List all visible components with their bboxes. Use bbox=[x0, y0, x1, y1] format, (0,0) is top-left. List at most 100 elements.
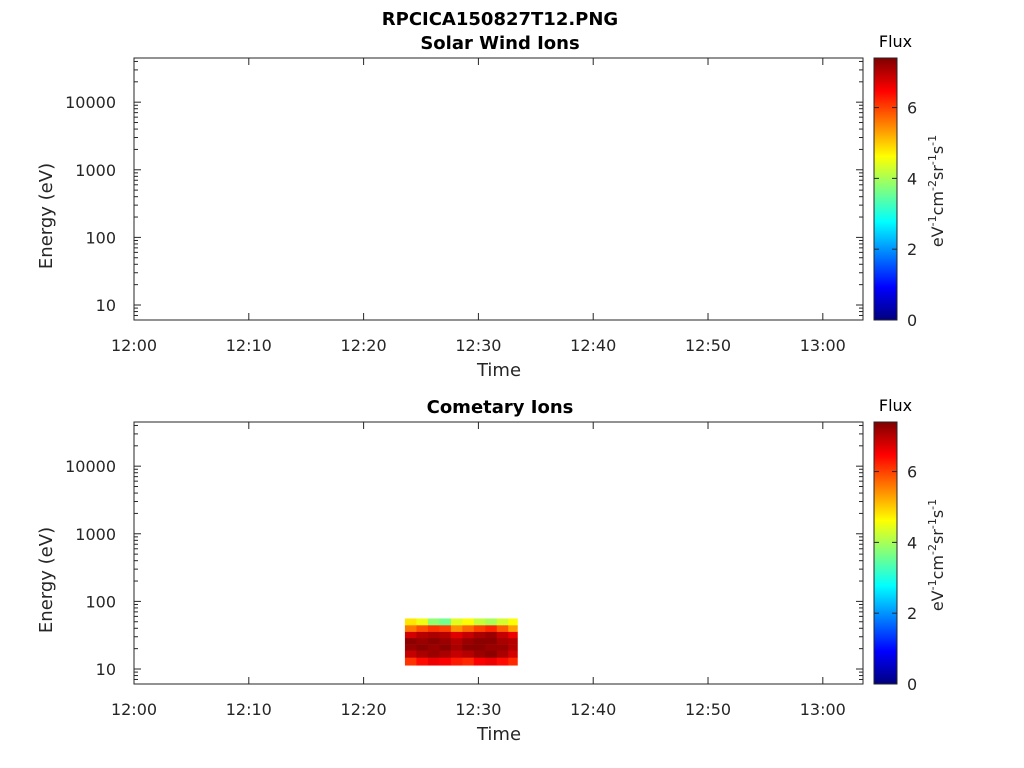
colorbar-tick-label: 2 bbox=[907, 604, 917, 623]
heatmap-cell bbox=[508, 637, 518, 645]
unit-sr-exp: -1 bbox=[926, 518, 939, 529]
colorbar-tick-label: 6 bbox=[907, 99, 917, 118]
x-tick-label: 12:50 bbox=[685, 700, 731, 719]
x-tick-label: 13:00 bbox=[800, 700, 846, 719]
colorbar-title: Flux bbox=[879, 396, 912, 415]
x-tick-label: 12:20 bbox=[341, 700, 387, 719]
heatmap-cell bbox=[485, 637, 498, 645]
heatmap-cell bbox=[439, 625, 452, 632]
heatmap-cell bbox=[473, 644, 486, 651]
x-tick-label: 12:00 bbox=[111, 336, 157, 355]
heatmap-cell bbox=[416, 650, 429, 658]
heatmap-cell bbox=[462, 650, 475, 658]
heatmap-cell bbox=[485, 631, 498, 639]
x-tick-label: 12:00 bbox=[111, 700, 157, 719]
heatmap-cell bbox=[439, 650, 452, 658]
colorbar-unit-label: eV-1cm-2sr-1s-1 bbox=[926, 135, 947, 247]
y-tick-label: 10000 bbox=[65, 457, 116, 476]
x-tick-label: 12:40 bbox=[570, 700, 616, 719]
unit-sr: sr bbox=[928, 165, 947, 180]
x-axis: 12:00 12:10 12:20 12:30 12:40 12:50 13:00 bbox=[111, 422, 846, 719]
unit-ev-exp: -1 bbox=[926, 215, 939, 226]
heatmap-cell bbox=[439, 657, 452, 666]
y-tick-label: 100 bbox=[85, 592, 116, 611]
heatmap-cell bbox=[496, 625, 509, 632]
spectrogram-cells bbox=[404, 618, 518, 666]
x-tick-label: 12:50 bbox=[685, 336, 731, 355]
colorbar-ticks: 0 2 4 6 bbox=[874, 463, 917, 694]
heatmap-cell bbox=[508, 650, 518, 658]
heatmap-cell bbox=[508, 631, 518, 639]
heatmap-cell bbox=[462, 644, 475, 651]
x-tick-label: 12:10 bbox=[226, 700, 272, 719]
heatmap-cell bbox=[404, 644, 417, 651]
heatmap-cell bbox=[473, 657, 486, 666]
heatmap-cell bbox=[404, 631, 417, 639]
heatmap-cell bbox=[427, 650, 440, 658]
heatmap-cell bbox=[462, 618, 475, 626]
heatmap-cell bbox=[473, 625, 486, 632]
unit-s: s bbox=[928, 510, 947, 518]
plot-frame bbox=[133, 421, 864, 685]
heatmap-cell bbox=[462, 637, 475, 645]
unit-cm: cm bbox=[928, 191, 947, 215]
heatmap-cell bbox=[416, 644, 429, 651]
x-axis-label: Time bbox=[476, 724, 521, 745]
heatmap-cell bbox=[439, 618, 452, 626]
heatmap-cell bbox=[496, 637, 509, 645]
heatmap-cell bbox=[473, 631, 486, 639]
heatmap-cell bbox=[485, 650, 498, 658]
heatmap-cell bbox=[439, 644, 452, 651]
heatmap-cell bbox=[450, 644, 463, 651]
heatmap-cell bbox=[485, 644, 498, 651]
unit-ev: eV bbox=[928, 590, 947, 611]
heatmap-cell bbox=[450, 650, 463, 658]
panel-title: Cometary Ions bbox=[427, 397, 574, 418]
colorbar-gradient bbox=[874, 58, 897, 320]
x-tick-label: 12:20 bbox=[341, 336, 387, 355]
unit-sr: sr bbox=[928, 529, 947, 544]
heatmap-cell bbox=[473, 618, 486, 626]
x-tick-label: 13:00 bbox=[800, 336, 846, 355]
heatmap-cell bbox=[427, 637, 440, 645]
heatmap-cell bbox=[473, 637, 486, 645]
unit-s-exp: -1 bbox=[926, 135, 939, 146]
heatmap-cell bbox=[416, 637, 429, 645]
heatmap-cell bbox=[404, 657, 417, 666]
heatmap-cell bbox=[416, 618, 429, 626]
x-tick-label: 12:40 bbox=[570, 336, 616, 355]
unit-sr-exp: -1 bbox=[926, 154, 939, 165]
unit-s-exp: -1 bbox=[926, 499, 939, 510]
y-tick-label: 10 bbox=[96, 296, 116, 315]
colorbar-frame bbox=[873, 421, 898, 685]
heatmap-cell bbox=[508, 644, 518, 651]
colorbar-ticks: 0 2 4 6 bbox=[874, 99, 917, 330]
heatmap-cell bbox=[450, 637, 463, 645]
heatmap-cell bbox=[462, 625, 475, 632]
colorbar-tick-label: 6 bbox=[907, 463, 917, 482]
heatmap-cell bbox=[496, 618, 509, 626]
colorbar-tick-label: 4 bbox=[907, 533, 917, 552]
heatmap-cell bbox=[427, 657, 440, 666]
y-axis-label: Energy (eV) bbox=[36, 163, 57, 269]
heatmap-cell bbox=[496, 650, 509, 658]
unit-cm-exp: -2 bbox=[926, 544, 939, 555]
heatmap-cell bbox=[427, 625, 440, 632]
heatmap-cell bbox=[404, 650, 417, 658]
heatmap-cell bbox=[416, 657, 429, 666]
heatmap-cell bbox=[473, 650, 486, 658]
unit-s: s bbox=[928, 146, 947, 154]
heatmap-cell bbox=[450, 657, 463, 666]
panel-solar-wind-ions: Solar Wind Ions 10 100 1000 10000 12:00 12:1… bbox=[36, 32, 947, 381]
unit-ev: eV bbox=[928, 226, 947, 247]
heatmap-cell bbox=[462, 657, 475, 666]
heatmap-cell bbox=[427, 618, 440, 626]
heatmap-cell bbox=[427, 644, 440, 651]
colorbar-tick-label: 2 bbox=[907, 240, 917, 259]
y-axis: 10 100 1000 10000 bbox=[65, 424, 863, 685]
heatmap-cell bbox=[404, 625, 417, 632]
colorbar-frame bbox=[873, 57, 898, 321]
